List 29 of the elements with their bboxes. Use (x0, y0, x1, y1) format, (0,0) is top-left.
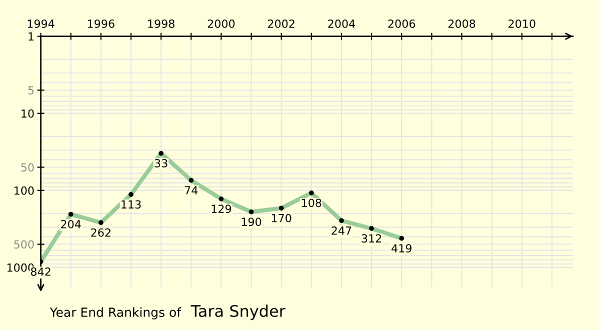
data-label: 312 (362, 234, 382, 243)
x-tick-label: 2002 (268, 19, 294, 28)
data-label: 204 (61, 220, 81, 228)
x-tick-label: 2004 (328, 19, 355, 28)
x-tick-label: 1998 (148, 19, 174, 28)
text: Year End Rankings of (50, 307, 182, 320)
data-label: 247 (332, 226, 352, 235)
y-tick-label: 100 (14, 186, 34, 195)
data-label: 113 (122, 200, 141, 209)
y-tick-label: 5 (28, 86, 34, 95)
data-label: 33 (154, 159, 168, 168)
y-tick-label: 50 (21, 163, 34, 172)
data-label: 262 (91, 228, 110, 237)
data-label: 190 (242, 218, 262, 226)
x-tick-label: 2008 (448, 19, 476, 28)
data-label: 108 (302, 198, 322, 208)
data-label: 129 (212, 204, 232, 214)
y-tick-label: 500 (14, 240, 34, 249)
data-label: 419 (392, 244, 412, 252)
x-tick-label: 1996 (88, 19, 114, 28)
x-tick-label: 2000 (208, 19, 235, 28)
x-tick-label: 1994 (28, 19, 54, 28)
data-label: 74 (184, 186, 198, 194)
text: Tara Snyder (190, 304, 286, 320)
x-tick-label: 2006 (388, 19, 416, 28)
data-label: 170 (272, 214, 292, 222)
y-tick-label: 1 (28, 32, 34, 41)
x-tick-label: 2010 (508, 19, 536, 28)
y-tick-label: 10 (22, 109, 34, 118)
